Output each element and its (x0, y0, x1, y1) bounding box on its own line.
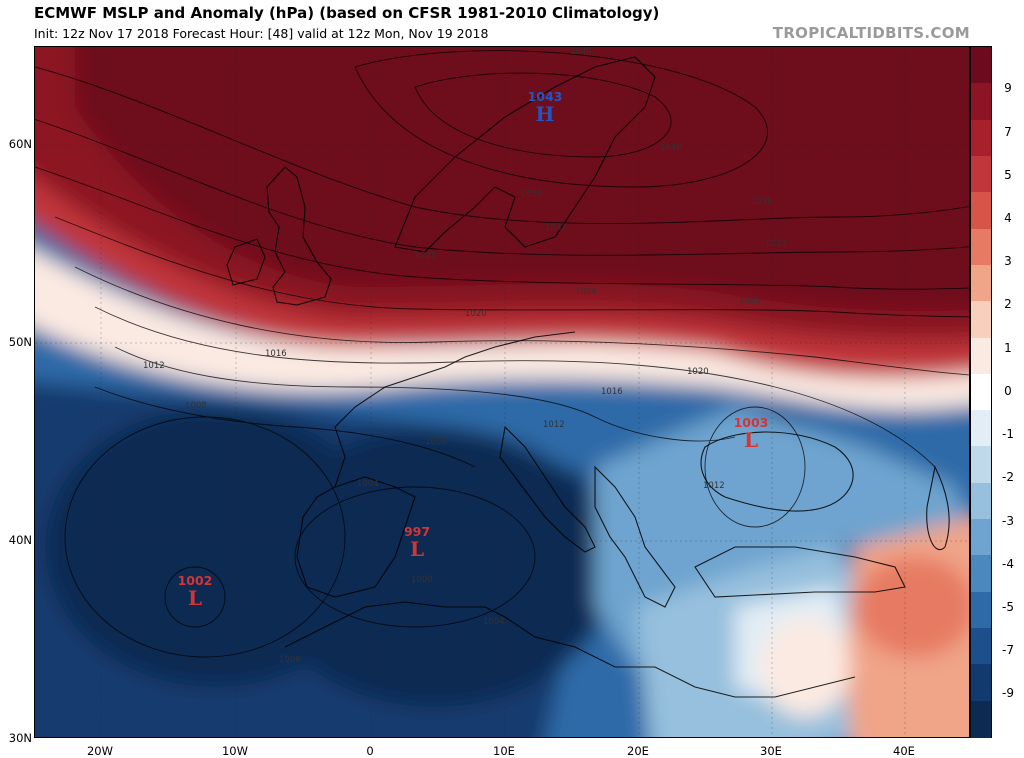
colorbar-label: 3 (1004, 254, 1012, 268)
colorbar-segment (971, 228, 991, 266)
isobar-label: 1008 (185, 401, 207, 411)
isobar-label: 1016 (601, 387, 623, 397)
isobar-label: 1016 (265, 349, 287, 359)
isobar-label: 1036 (521, 189, 543, 199)
high-pressure-center: 1043 H (517, 89, 573, 124)
anomaly-shading (35, 47, 969, 737)
colorbar-segment (971, 591, 991, 630)
colorbar-label: 5 (1004, 168, 1012, 182)
colorbar-label: -1 (1002, 427, 1014, 441)
pressure-value: 997 (403, 524, 431, 539)
isobar-label: 1036 (751, 197, 773, 207)
isobar-label: 1020 (687, 367, 709, 377)
isobar-label: 1008 (279, 655, 301, 665)
isobar-label: 1020 (465, 309, 487, 319)
colorbar-segment (971, 482, 991, 521)
mslp-map: 1040 1040 1036 1036 1032 1032 1028 1028 … (34, 46, 970, 738)
isobar-label: 1032 (545, 223, 567, 233)
colorbar-label: -9 (1002, 686, 1014, 700)
colorbar-segment (971, 700, 991, 738)
colorbar-segment (971, 664, 991, 702)
lat-label-30n: 30N (8, 731, 32, 745)
colorbar-segment (971, 337, 991, 375)
lon-label-10e: 10E (493, 744, 515, 758)
colorbar-label: -4 (1002, 557, 1014, 571)
colorbar-label: 9 (1004, 81, 1012, 95)
pressure-letter: L (409, 537, 425, 561)
colorbar-label: 0 (1004, 384, 1012, 398)
colorbar-segment (971, 519, 991, 557)
pressure-value: 1043 (527, 89, 563, 104)
lat-label-40n: 40N (8, 533, 32, 547)
lat-label-60n: 60N (8, 137, 32, 151)
colorbar-label: 2 (1004, 297, 1012, 311)
isobar-label: 1040 (570, 47, 592, 57)
pressure-value: 1003 (733, 415, 769, 430)
anomaly-colorbar (970, 46, 992, 738)
colorbar-segment (971, 192, 991, 230)
lon-label-10w: 10W (221, 744, 248, 758)
isobar-label: 1028 (415, 251, 437, 261)
isobar-label: 1032 (765, 239, 787, 249)
colorbar-segment (971, 47, 991, 85)
low-pressure-center-atlantic: 1002 L (167, 573, 223, 608)
colorbar-label: -2 (1002, 470, 1014, 484)
low-pressure-center-mediterranean: 997 L (389, 524, 445, 559)
coastlines (226, 56, 950, 698)
isobar-label: 1040 (660, 143, 682, 153)
isobar-label: 1024 (575, 287, 597, 297)
lon-label-40e: 40E (893, 744, 915, 758)
colorbar-segment (971, 410, 991, 448)
map-canvas (35, 47, 969, 737)
colorbar-label: 1 (1004, 341, 1012, 355)
lon-label-0: 0 (366, 744, 374, 758)
isobar-label: 1004 (357, 479, 379, 489)
chart-title: ECMWF MSLP and Anomaly (hPa) (based on C… (34, 4, 660, 22)
colorbar-segment (971, 446, 991, 484)
colorbar-label: 4 (1004, 211, 1012, 225)
colorbar-label: -5 (1002, 600, 1014, 614)
colorbar-label: -3 (1002, 514, 1014, 528)
colorbar-label: -7 (1002, 643, 1014, 657)
colorbar-label: 7 (1004, 125, 1012, 139)
pressure-letter: H (535, 102, 555, 126)
colorbar-segment (971, 83, 991, 121)
colorbar-segment (971, 155, 991, 194)
isobar-label: 1012 (143, 361, 165, 371)
brand-watermark: TROPICALTIDBITS.COM (772, 24, 970, 42)
isobar-label: 1012 (703, 481, 725, 491)
colorbar-segment (971, 373, 991, 412)
isobar-label: 1000 (411, 575, 433, 585)
colorbar-segment (971, 301, 991, 339)
isobar-label: 1028 (739, 296, 761, 306)
isobar-label: 1008 (425, 437, 447, 447)
lon-label-20w: 20W (86, 744, 113, 758)
colorbar-segment (971, 555, 991, 593)
isobar-label: 1004 (483, 617, 505, 627)
pressure-value: 1002 (177, 573, 213, 588)
isobar-label: 1012 (543, 420, 565, 430)
colorbar-segment (971, 628, 991, 666)
graticule (35, 47, 969, 737)
forecast-info: Init: 12z Nov 17 2018 Forecast Hour: [48… (34, 26, 489, 41)
colorbar-segment (971, 119, 991, 157)
lon-label-30e: 30E (760, 744, 782, 758)
pressure-letter: L (743, 428, 759, 452)
lon-label-20e: 20E (627, 744, 649, 758)
pressure-letter: L (187, 586, 203, 610)
lat-label-50n: 50N (8, 335, 32, 349)
low-pressure-center-black-sea: 1003 L (723, 415, 779, 450)
colorbar-segment (971, 264, 991, 303)
isobars (35, 50, 969, 658)
